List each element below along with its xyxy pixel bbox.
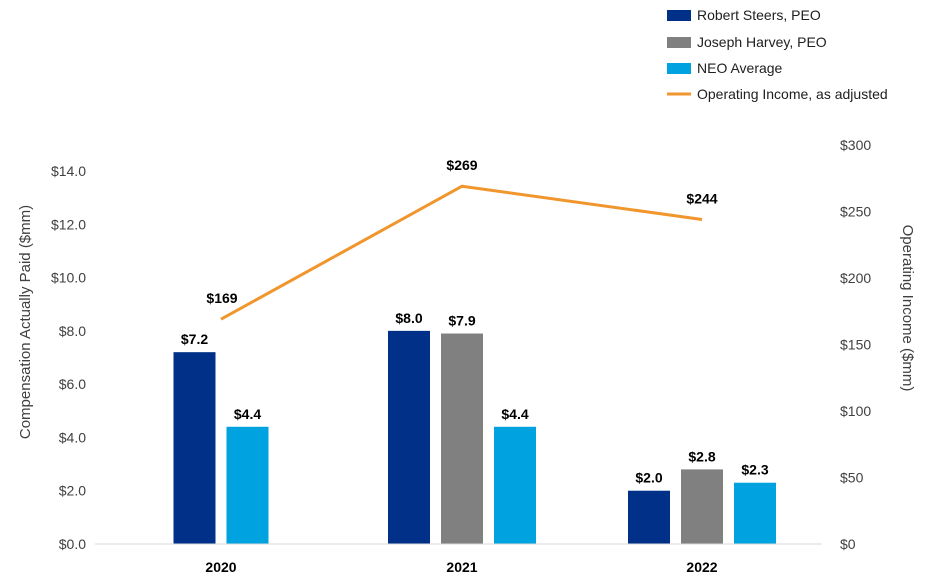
right-tick-label: $200 bbox=[840, 270, 871, 286]
bar-data-label: $7.9 bbox=[448, 313, 475, 329]
line-data-label: $269 bbox=[446, 157, 477, 173]
right-tick-label: $50 bbox=[840, 470, 864, 486]
legend-swatch bbox=[667, 10, 691, 21]
bar-data-label: $2.0 bbox=[635, 470, 662, 486]
operating-income-line-path bbox=[220, 184, 703, 321]
legend: Robert Steers, PEO Joseph Harvey, PEO NEO … bbox=[667, 7, 888, 102]
bar-robert-steers-peo-2022 bbox=[628, 490, 670, 544]
right-tick-label: $150 bbox=[840, 337, 871, 353]
left-tick-label: $6.0 bbox=[59, 376, 86, 392]
legend-label: Robert Steers, PEO bbox=[697, 7, 821, 23]
left-tick-label: $2.0 bbox=[59, 483, 86, 499]
bar-robert-steers-peo-2021 bbox=[388, 330, 430, 544]
left-tick-label: $10.0 bbox=[51, 270, 86, 286]
bar-data-label: $7.2 bbox=[181, 331, 208, 347]
left-tick-label: $4.0 bbox=[59, 429, 86, 445]
bar-neo-average-2022 bbox=[734, 482, 776, 544]
bar-data-label: $2.3 bbox=[741, 462, 768, 478]
x-axis: 2020 2021 2022 bbox=[95, 543, 822, 575]
bar-neo-average-2020 bbox=[226, 426, 269, 544]
line-data-label: $244 bbox=[686, 190, 717, 206]
right-tick-label: $300 bbox=[840, 137, 871, 153]
x-tick-label: 2021 bbox=[446, 559, 477, 575]
bar-data-label: $8.0 bbox=[395, 310, 422, 326]
bar-joseph-harvey-peo-2021 bbox=[441, 333, 483, 544]
bar-data-label: $4.4 bbox=[234, 406, 261, 422]
left-tick-label: $0.0 bbox=[59, 536, 86, 552]
right-tick-label: $250 bbox=[840, 204, 871, 220]
legend-label: Operating Income, as adjusted bbox=[697, 86, 888, 102]
x-tick-label: 2020 bbox=[205, 559, 236, 575]
right-tick-label: $100 bbox=[840, 403, 871, 419]
left-axis-title: Compensation Actually Paid ($mm) bbox=[17, 205, 34, 439]
legend-swatch bbox=[667, 37, 691, 48]
operating-income-line: $169 $269 $244 bbox=[206, 157, 718, 321]
x-tick-label: 2022 bbox=[686, 559, 717, 575]
legend-swatch bbox=[667, 63, 691, 74]
legend-label: Joseph Harvey, PEO bbox=[697, 34, 827, 50]
left-tick-label: $14.0 bbox=[51, 163, 86, 179]
bar-joseph-harvey-peo-2022 bbox=[681, 469, 723, 544]
bars: $7.2 $4.4 $8.0 $7.9 $4.4 $2.0 $2.8 $2.3 bbox=[173, 310, 776, 544]
left-tick-label: $12.0 bbox=[51, 216, 86, 232]
right-axis: $0 $50 $100 $150 $200 $250 $300 bbox=[840, 137, 871, 552]
line-data-label: $169 bbox=[206, 290, 237, 306]
bar-neo-average-2021 bbox=[494, 426, 536, 544]
bar-robert-steers-peo-2020 bbox=[173, 352, 216, 544]
right-axis-title: Operating Income ($mm) bbox=[899, 225, 916, 392]
left-axis: $0.0 $2.0 $4.0 $6.0 $8.0 $10.0 $12.0 $14.0 bbox=[51, 163, 86, 552]
legend-label: NEO Average bbox=[697, 60, 783, 76]
bar-data-label: $4.4 bbox=[501, 406, 528, 422]
bar-data-label: $2.8 bbox=[688, 448, 715, 464]
left-tick-label: $8.0 bbox=[59, 323, 86, 339]
right-tick-label: $0 bbox=[840, 536, 856, 552]
